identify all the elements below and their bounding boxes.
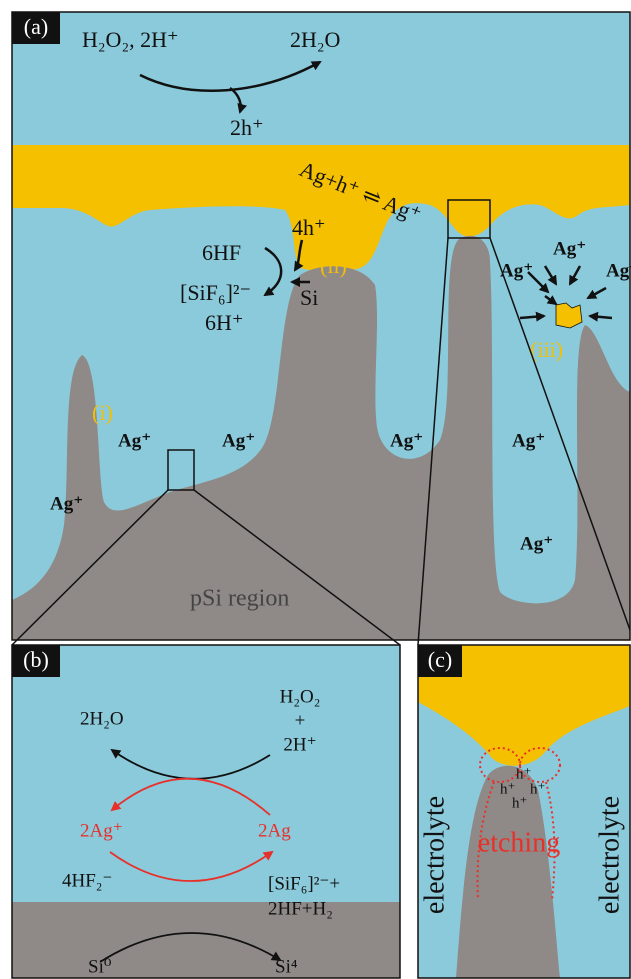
plus: + <box>295 710 306 731</box>
electrolyte-label: electrolyte <box>419 796 450 914</box>
product: 2H₂O <box>290 27 340 52</box>
sif6: [SiF₆]²⁻ <box>180 280 251 305</box>
water: 2H₂O <box>80 708 124 729</box>
panel-label: (a) <box>24 14 48 39</box>
silver-ion: Ag⁺ <box>118 430 151 451</box>
protons: 6H⁺ <box>205 310 244 335</box>
hole: h⁺ <box>530 781 545 797</box>
region-label: pSi region <box>190 586 289 612</box>
site-label: (iii) <box>530 337 563 362</box>
hole: h⁺ <box>516 766 531 782</box>
hf: 6HF <box>202 240 241 265</box>
silver-ion: Ag⁺ <box>553 238 586 259</box>
page: { "panel_a": { "label": "(a)", "reactant… <box>0 0 631 979</box>
silver-ion: Ag⁺ <box>512 430 545 451</box>
figure: (a) H₂O₂, 2H⁺ 2H₂O 2h⁺ Ag+h⁺ ⇌ Ag⁺ 4h⁺ 6… <box>0 0 631 979</box>
reactants: H₂O₂, 2H⁺ <box>82 27 179 52</box>
silver-ion: Ag⁺ <box>520 533 553 554</box>
panel-b: (b) 2H₂O H₂O₂ + 2H⁺ 2Ag⁺ 2Ag 4HF₂⁻ [SiF₆… <box>12 645 400 978</box>
silver: 2Ag <box>258 820 291 841</box>
etching-label: etching <box>478 827 560 858</box>
silicon-0: Si⁰ <box>88 956 112 977</box>
electrolyte-label: electrolyte <box>594 796 625 914</box>
holes-4: 4h⁺ <box>292 215 326 240</box>
silver-ion: 2Ag⁺ <box>80 820 123 841</box>
protons: 2H⁺ <box>283 734 316 755</box>
byproducts: 2HF+H₂ <box>268 898 333 919</box>
site-label: (i) <box>92 400 113 425</box>
panel-c: (c) h⁺ h⁺ h⁺ h⁺ etching electrolyte elec… <box>418 645 630 978</box>
silicon-4: Si⁴ <box>275 956 298 977</box>
silver-ion: Ag⁺ <box>606 260 631 281</box>
si: Si <box>300 285 318 310</box>
silver-particle <box>556 303 582 328</box>
silver-ion: Ag⁺ <box>50 493 83 514</box>
panel-label: (c) <box>428 647 452 672</box>
panel-label: (b) <box>23 647 49 672</box>
site-label: (ii) <box>320 253 347 278</box>
silicon <box>12 902 400 978</box>
silver-ion: Ag⁺ <box>222 430 255 451</box>
silver-ion: Ag⁺ <box>390 430 423 451</box>
hexafluorosilicate: [SiF₆]²⁻+ <box>268 873 340 894</box>
silver-ion: Ag⁺ <box>500 260 533 281</box>
peroxide: H₂O₂ <box>280 686 321 707</box>
hole: h⁺ <box>512 795 527 811</box>
bifluoride: 4HF₂⁻ <box>62 870 112 891</box>
holes: 2h⁺ <box>230 115 264 140</box>
